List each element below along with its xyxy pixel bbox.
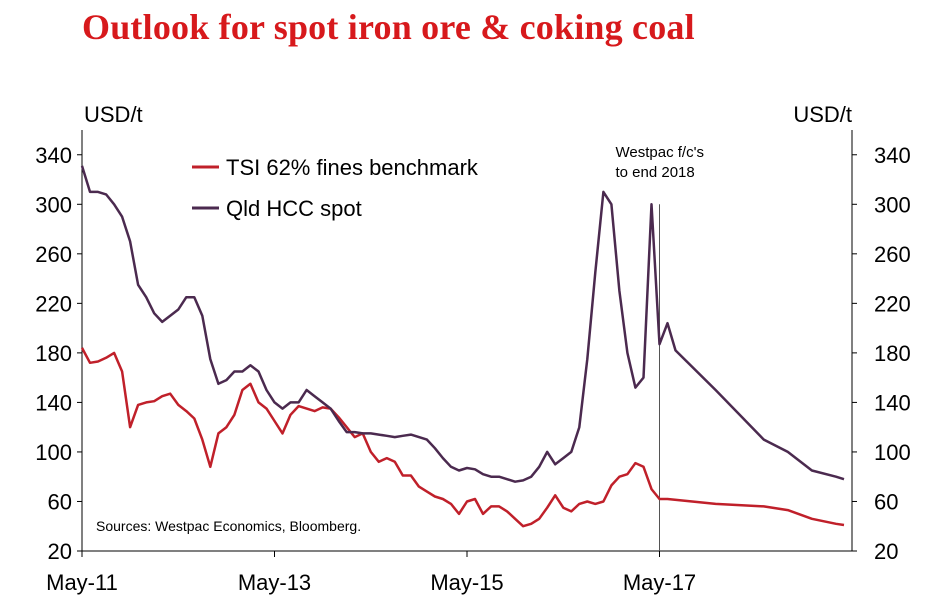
series-group xyxy=(80,165,845,528)
y-tick-left-label: 180 xyxy=(35,341,72,366)
forecast-annotation-line-2: to end 2018 xyxy=(616,164,695,181)
y-tick-right-label: 260 xyxy=(874,242,911,267)
x-tick-label: May-15 xyxy=(430,570,503,595)
x-ticks: May-11 May-13 May-15 May-17 xyxy=(46,551,696,595)
x-tick-label: May-11 xyxy=(46,570,118,595)
source-note: Sources: Westpac Economics, Bloomberg. xyxy=(96,518,361,534)
y-tick-left-label: 220 xyxy=(35,291,72,316)
y-tick-left-label: 20 xyxy=(48,539,72,564)
series-line-iron-ore xyxy=(80,347,845,528)
left-axis-unit: USD/t xyxy=(84,102,143,127)
x-tick-label: May-13 xyxy=(238,570,311,595)
y-tick-right-label: 180 xyxy=(874,341,911,366)
legend-label-coking-coal: Qld HCC spot xyxy=(226,196,362,221)
y-tick-right-label: 100 xyxy=(874,440,911,465)
right-axis-unit: USD/t xyxy=(793,102,852,127)
x-tick-label: May-17 xyxy=(623,570,696,595)
y-tick-left-label: 140 xyxy=(35,390,72,415)
y-tick-left-label: 60 xyxy=(48,489,72,514)
y-tick-left-label: 100 xyxy=(35,440,72,465)
y-tick-left-label: 300 xyxy=(35,192,72,217)
y-tick-right-label: 300 xyxy=(874,192,911,217)
y-tick-left-label: 340 xyxy=(35,143,72,168)
legend-label-iron-ore: TSI 62% fines benchmark xyxy=(226,155,479,180)
y-tick-right-label: 60 xyxy=(874,489,898,514)
legend: TSI 62% fines benchmark Qld HCC spot xyxy=(192,155,479,221)
y-tick-left-label: 260 xyxy=(35,242,72,267)
y-ticks: 340 340 300 300 260 260 220 220 180 180 140 140 100 1… xyxy=(35,143,910,564)
y-tick-right-label: 140 xyxy=(874,390,911,415)
y-tick-right-label: 340 xyxy=(874,143,911,168)
y-tick-right-label: 20 xyxy=(874,539,898,564)
forecast-annotation-line-1: Westpac f/c's xyxy=(616,144,704,161)
chart-title: Outlook for spot iron ore & coking coal xyxy=(82,7,695,47)
series-line-coking-coal xyxy=(80,165,845,483)
y-tick-right-label: 220 xyxy=(874,291,911,316)
